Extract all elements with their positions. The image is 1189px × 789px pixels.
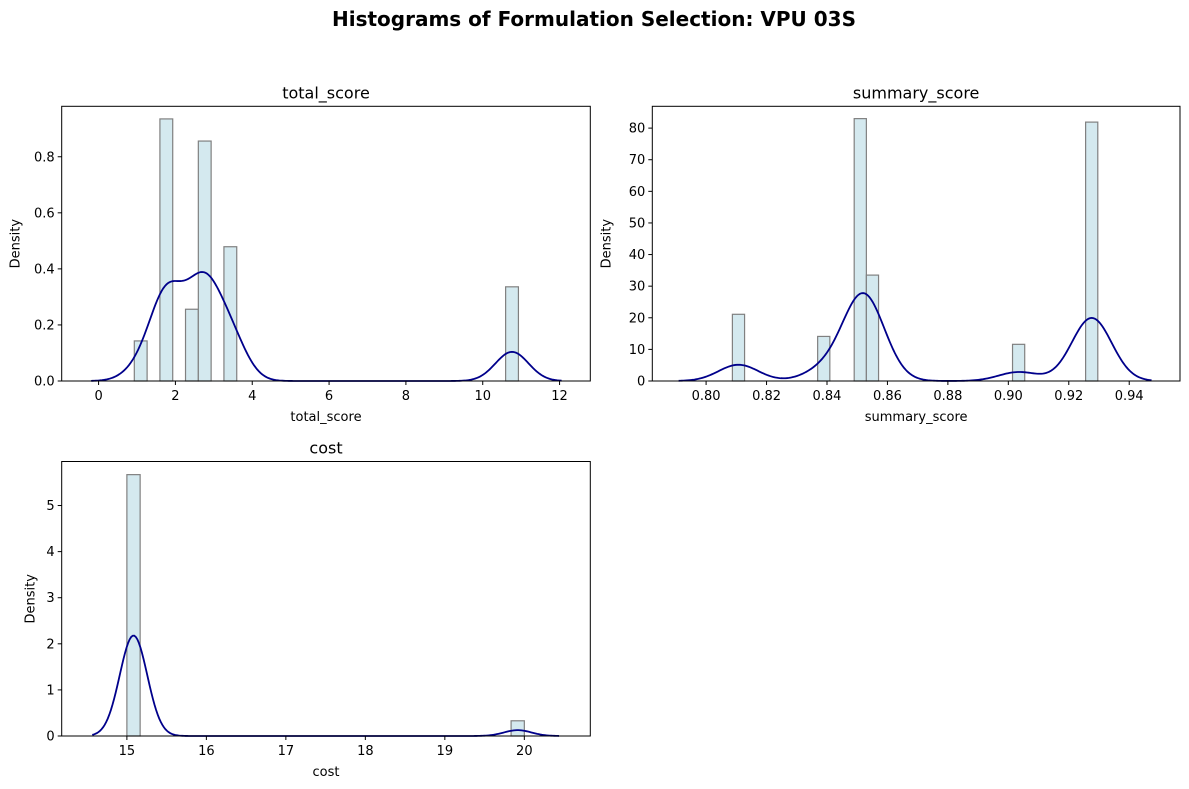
x-tick-label: 0.84	[813, 389, 842, 404]
kde-curve-group	[92, 634, 559, 737]
y-tick-label: 30	[629, 280, 646, 295]
x-ticks: 0.80 0.82 0.84 0.86 0.88 0.90 0.92 0.94	[692, 381, 1144, 404]
kde-line	[92, 634, 559, 737]
histogram-bar	[817, 335, 831, 382]
y-tick-label: 50	[629, 216, 646, 231]
panel-summary-score: summary_score summary_score Density 0.80…	[599, 83, 1181, 425]
histogram-bar	[1011, 343, 1026, 382]
y-tick-label: 2	[46, 637, 54, 652]
y-tick-label: 60	[629, 185, 646, 200]
bars	[126, 474, 525, 737]
panel-cost: cost cost Density 15 16 17 18 19 20 0 1 2 3 4 5	[24, 439, 591, 780]
x-tick-label: 0.82	[752, 389, 781, 404]
histogram-bar	[184, 308, 199, 382]
y-ticks: 0 1 2 3 4 5	[46, 499, 62, 745]
x-tick-label: 6	[325, 389, 333, 404]
histogram-bar	[1085, 121, 1099, 382]
y-axis-label: Density	[599, 219, 614, 269]
axes-frame	[651, 105, 1181, 382]
figure-title: Histograms of Formulation Selection: VPU…	[332, 7, 856, 31]
x-tick-label: 2	[171, 389, 179, 404]
x-tick-label: 15	[119, 744, 136, 759]
y-tick-label: 3	[46, 591, 54, 606]
y-tick-label: 10	[629, 343, 646, 358]
x-axis-label: cost	[313, 765, 340, 780]
bars	[133, 118, 520, 382]
y-tick-label: 40	[629, 248, 646, 263]
x-tick-label: 18	[357, 744, 374, 759]
x-tick-label: 16	[198, 744, 215, 759]
y-tick-label: 1	[46, 683, 54, 698]
bars	[731, 118, 1099, 382]
x-tick-label: 0.92	[1054, 389, 1083, 404]
y-tick-label: 0.0	[34, 375, 55, 390]
panel-title: cost	[309, 439, 342, 458]
x-tick-label: 20	[516, 744, 533, 759]
histogram-bar	[865, 274, 880, 382]
histogram-bar	[510, 720, 525, 737]
histogram-bar	[853, 118, 867, 382]
histogram-bar	[731, 313, 746, 382]
x-tick-label: 4	[248, 389, 256, 404]
x-axis-label: summary_score	[865, 410, 968, 425]
x-tick-label: 0.88	[933, 389, 962, 404]
x-tick-label: 0	[94, 389, 102, 404]
y-ticks: 0 10 20 30 40 50 60 70 80	[629, 122, 653, 390]
x-tick-label: 0.94	[1115, 389, 1144, 404]
histogram-bar	[126, 474, 141, 737]
panel-total-score: total_score total_score Density 0 2 4 6 8 10 1…	[9, 83, 591, 425]
kde-curve-group	[678, 292, 1152, 382]
x-tick-label: 12	[551, 389, 568, 404]
x-tick-label: 10	[474, 389, 491, 404]
y-tick-label: 70	[629, 153, 646, 168]
x-tick-label: 17	[278, 744, 295, 759]
y-ticks: 0.0 0.2 0.4 0.6 0.8	[34, 150, 62, 390]
kde-line	[678, 292, 1152, 382]
histogram-bar	[505, 286, 520, 382]
y-tick-label: 0.8	[34, 150, 55, 165]
x-tick-label: 0.86	[873, 389, 902, 404]
x-tick-label: 0.90	[994, 389, 1023, 404]
y-tick-label: 0.2	[34, 318, 55, 333]
y-tick-label: 0	[637, 375, 645, 390]
histogram-bar	[133, 340, 148, 382]
y-tick-label: 4	[46, 545, 54, 560]
y-axis-label: Density	[9, 219, 24, 269]
y-tick-label: 0.4	[34, 262, 55, 277]
y-tick-label: 5	[46, 499, 54, 514]
x-tick-label: 0.80	[692, 389, 721, 404]
y-tick-label: 80	[629, 122, 646, 137]
histogram-bar	[159, 118, 174, 382]
axes-frame	[61, 105, 591, 382]
x-ticks: 15 16 17 18 19 20	[119, 736, 533, 759]
x-tick-label: 8	[402, 389, 410, 404]
x-tick-label: 19	[437, 744, 454, 759]
panel-title: summary_score	[853, 83, 980, 103]
axes-frame	[61, 461, 591, 737]
panel-title: total_score	[282, 83, 370, 103]
y-tick-label: 20	[629, 311, 646, 326]
y-tick-label: 0.6	[34, 206, 55, 221]
x-ticks: 0 2 4 6 8 10 12	[94, 381, 568, 404]
y-axis-label: Density	[24, 574, 39, 624]
histogram-bar	[197, 140, 212, 382]
x-axis-label: total_score	[290, 410, 361, 425]
y-tick-label: 0	[46, 730, 54, 745]
